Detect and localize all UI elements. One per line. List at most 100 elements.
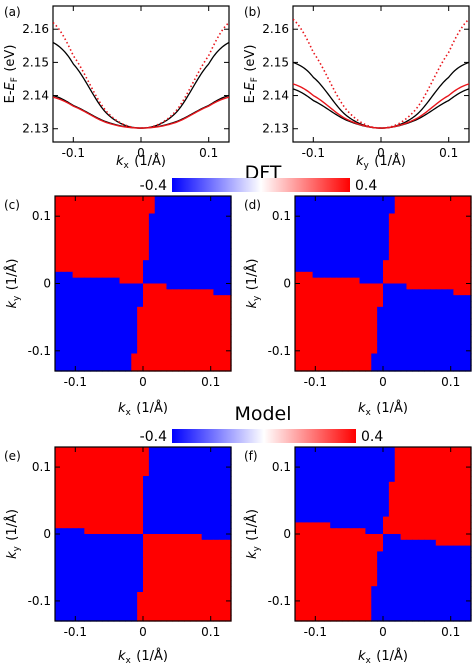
heatmap-cell <box>406 318 413 325</box>
heatmap-cell <box>324 365 331 372</box>
heatmap-cell <box>201 534 209 541</box>
heatmap-cell <box>55 580 62 587</box>
heatmap-cell <box>295 522 302 529</box>
heatmap-cell <box>371 516 378 523</box>
heatmap-cell <box>207 336 214 343</box>
heatmap-cell <box>60 266 68 273</box>
heatmap-cell <box>178 242 185 250</box>
heatmap-cell <box>143 266 150 273</box>
heatmap-cell <box>172 231 179 238</box>
heatmap-cell <box>213 464 220 471</box>
heatmap-cell <box>90 592 97 599</box>
heatmap-cell <box>119 225 126 232</box>
heatmap-cell <box>371 330 378 337</box>
heatmap-cell <box>78 568 85 576</box>
y-tick-label: 0 <box>283 277 291 291</box>
heatmap-cell <box>119 452 126 460</box>
heatmap-cell <box>406 231 413 238</box>
heatmap-cell <box>453 248 460 255</box>
heatmap-cell <box>359 539 366 547</box>
heatmap-cell <box>172 493 179 500</box>
heatmap-cell <box>225 225 232 232</box>
heatmap-cell <box>90 324 97 331</box>
y-axis-label: ky (1/Å) <box>244 259 262 309</box>
heatmap-cell <box>341 213 349 220</box>
heatmap-cell <box>295 447 302 454</box>
heatmap-cell <box>359 347 366 355</box>
heatmap-cell <box>90 341 97 349</box>
heatmap-cell <box>154 522 162 529</box>
heatmap-cell <box>60 470 68 477</box>
heatmap-cell <box>107 277 115 285</box>
heatmap-cell <box>418 283 425 290</box>
heatmap-cell <box>312 196 320 203</box>
heatmap-cell <box>55 301 62 308</box>
heatmap-cell <box>160 312 168 320</box>
heatmap-cell <box>312 207 320 215</box>
heatmap-cell <box>465 341 472 349</box>
heatmap-cell <box>306 196 314 203</box>
heatmap-cell <box>341 289 349 296</box>
heatmap-cell <box>324 545 331 552</box>
heatmap-cell <box>353 201 361 209</box>
heatmap-cell <box>330 201 337 209</box>
heatmap-cell <box>184 522 191 529</box>
heatmap-cell <box>359 289 366 296</box>
heatmap-cell <box>453 289 460 296</box>
heatmap-cell <box>435 225 443 232</box>
heatmap-cell <box>143 324 150 331</box>
heatmap-cell <box>359 615 366 622</box>
heatmap-cell <box>172 464 179 471</box>
heatmap-cell <box>201 236 209 244</box>
heatmap-cell <box>295 580 302 587</box>
heatmap-cell <box>459 353 466 360</box>
heatmap-cell <box>189 557 197 564</box>
heatmap-cell <box>201 516 209 523</box>
heatmap-cell <box>330 499 337 506</box>
heatmap-cell <box>160 557 168 564</box>
heatmap-cell <box>394 597 402 605</box>
heatmap-cell <box>148 207 156 215</box>
heatmap-cell <box>383 505 390 512</box>
heatmap-cell <box>383 534 390 541</box>
heatmap-cell <box>219 516 226 523</box>
heatmap-cell <box>377 551 384 558</box>
heatmap-cell <box>341 324 349 331</box>
heatmap-cell <box>125 196 132 203</box>
heatmap-cell <box>189 271 197 279</box>
heatmap-cell <box>306 551 314 558</box>
heatmap-cell <box>107 248 115 255</box>
heatmap-cell <box>60 586 68 593</box>
heatmap-cell <box>353 609 361 616</box>
heatmap-cell <box>84 447 91 454</box>
heatmap-cell <box>172 225 179 232</box>
heatmap-cell <box>107 196 115 203</box>
heatmap-cell <box>213 499 220 506</box>
heatmap-cell <box>184 213 191 220</box>
heatmap-cell <box>295 301 302 308</box>
y-tick-label: 2.16 <box>22 22 49 36</box>
heatmap-cell <box>318 330 325 337</box>
heatmap-cell <box>341 236 349 244</box>
heatmap-cell <box>318 470 325 477</box>
heatmap-cell <box>66 353 74 360</box>
heatmap-cell <box>143 510 150 518</box>
heatmap-cell <box>383 592 390 599</box>
heatmap-cell <box>184 597 191 605</box>
heatmap-cell <box>131 196 138 203</box>
heatmap-cell <box>365 353 372 360</box>
heatmap-cell <box>447 201 454 209</box>
heatmap-cell <box>318 283 325 290</box>
heatmap-cell <box>84 592 91 599</box>
heatmap-cell <box>184 487 191 494</box>
heatmap-cell <box>72 330 80 337</box>
heatmap-cell <box>312 545 320 552</box>
heatmap-cell <box>72 225 80 232</box>
heatmap-cell <box>66 609 74 616</box>
heatmap-cell <box>365 499 372 506</box>
heatmap-cell <box>143 295 150 302</box>
heatmap-cell <box>330 236 337 244</box>
heatmap-cell <box>429 470 437 477</box>
heatmap-cell <box>55 452 62 460</box>
heatmap-cell <box>429 225 437 232</box>
